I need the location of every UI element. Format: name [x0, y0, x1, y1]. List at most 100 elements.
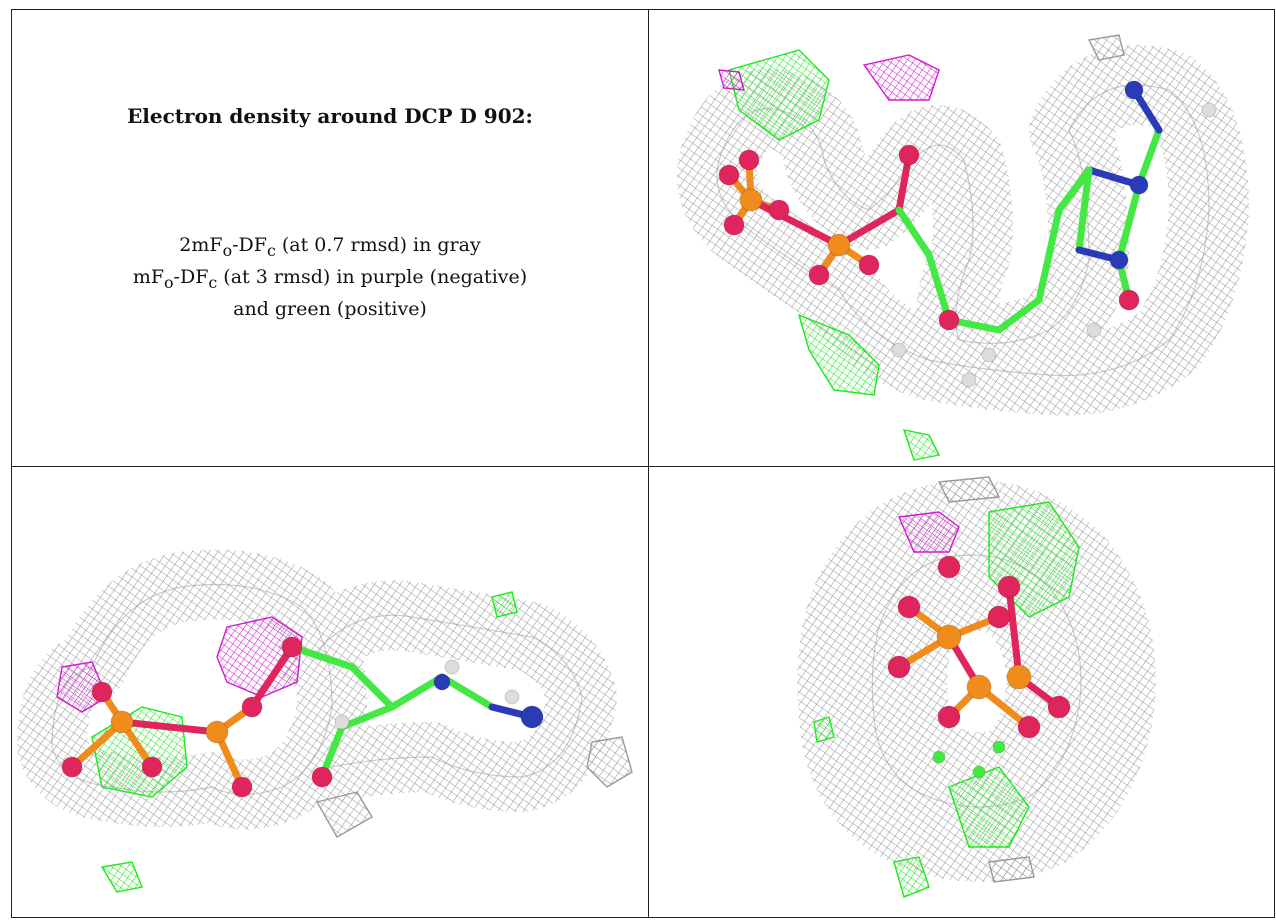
- oxygen-atom: [1017, 715, 1041, 739]
- density-2fofc-5: [315, 791, 373, 838]
- nitrogen-atom: [1109, 250, 1129, 270]
- legend-line-colors: and green (positive): [233, 297, 427, 320]
- phosphorus-atom: [110, 710, 134, 734]
- density-positive-9: [893, 856, 930, 898]
- row-divider: [11, 466, 1275, 467]
- density-negative-4: [56, 661, 108, 713]
- oxygen-atom: [718, 164, 740, 186]
- bond: [288, 643, 356, 671]
- bond: [925, 251, 953, 324]
- bond: [1055, 166, 1093, 214]
- phosphorus-atom: [827, 233, 851, 257]
- legend-line-fofc: mFo-DFc (at 3 rmsd) in purple (negative): [132, 265, 528, 292]
- hydrogen-atom: [334, 714, 350, 730]
- density-2fofc-8: [988, 856, 1035, 883]
- bond: [1035, 206, 1063, 304]
- figure-table-border: [11, 9, 1275, 918]
- density-positive-5: [491, 591, 518, 618]
- density-negative-1: [862, 54, 940, 101]
- hydrogen-atom: [1201, 102, 1217, 118]
- legend-line-2fofc: 2mFo-DFc (at 0.7 rmsd) in gray: [179, 234, 481, 260]
- bond: [747, 196, 843, 249]
- density-positive-6: [100, 861, 143, 893]
- nitrogen-atom: [433, 673, 451, 691]
- bond: [1115, 181, 1143, 264]
- carbon-atom: [992, 740, 1006, 754]
- hydrogen-atom: [504, 689, 520, 705]
- density-negative-3: [216, 616, 303, 698]
- bond: [348, 663, 396, 711]
- oxygen-atom: [937, 705, 961, 729]
- oxygen-atom: [91, 681, 113, 703]
- carbon-atom: [932, 750, 946, 764]
- hydrogen-atom: [1086, 322, 1102, 338]
- oxygen-atom: [141, 756, 163, 778]
- oxygen-atom: [231, 776, 253, 798]
- oxygen-atom: [241, 696, 263, 718]
- oxygen-atom: [987, 605, 1011, 629]
- oxygen-atom: [937, 555, 961, 579]
- phosphorus-atom: [936, 624, 962, 650]
- density-view-2: [12, 467, 648, 917]
- hydrogen-atom: [891, 342, 907, 358]
- oxygen-atom: [808, 264, 830, 286]
- density-2fofc-7: [937, 476, 1001, 503]
- bond: [835, 206, 903, 249]
- bond: [1135, 126, 1163, 189]
- bond: [248, 643, 296, 711]
- oxygen-atom: [311, 766, 333, 788]
- nitrogen-atom: [1124, 80, 1144, 100]
- oxygen-atom: [1118, 289, 1140, 311]
- density-positive-3: [902, 429, 941, 461]
- bond: [1005, 583, 1023, 681]
- oxygen-atom: [1047, 695, 1071, 719]
- density-view-3: [649, 467, 1274, 917]
- figure-title: Electron density around DCP D 902:: [127, 104, 533, 128]
- oxygen-atom: [997, 575, 1021, 599]
- oxygen-atom: [858, 254, 880, 276]
- density-negative-5: [897, 511, 960, 553]
- phosphorus-atom: [966, 674, 992, 700]
- density-positive-10: [813, 716, 835, 743]
- bond: [438, 673, 496, 711]
- oxygen-atom: [723, 214, 745, 236]
- density-2fofc-4: [586, 736, 633, 788]
- bond: [338, 703, 396, 731]
- density-2fofc-2: [1087, 34, 1125, 61]
- oxygen-atom: [897, 595, 921, 619]
- phosphorus-atom: [739, 188, 763, 212]
- nitrogen-atom: [1129, 175, 1149, 195]
- density-2fofc-6-edge: [871, 554, 1082, 808]
- density-negative-2: [718, 69, 745, 91]
- oxygen-atom: [898, 144, 920, 166]
- hydrogen-atom: [961, 372, 977, 388]
- bond: [895, 206, 933, 259]
- bond: [388, 673, 446, 711]
- bond: [1075, 166, 1093, 254]
- bond: [68, 718, 126, 771]
- oxygen-atom: [738, 149, 760, 171]
- hydrogen-atom: [981, 347, 997, 363]
- density-positive-1: [728, 49, 830, 141]
- map-legend: 2mFo-DFc (at 0.7 rmsd) in gray mFo-DFc (…: [12, 232, 648, 323]
- nitrogen-atom: [520, 705, 544, 729]
- oxygen-atom: [281, 636, 303, 658]
- density-positive-8: [948, 766, 1030, 848]
- caption-cell: Electron density around DCP D 902: 2mFo-…: [12, 10, 648, 466]
- density-render-1: [677, 34, 1249, 461]
- oxygen-atom: [61, 756, 83, 778]
- phosphorus-atom: [1006, 664, 1032, 690]
- oxygen-atom: [887, 655, 911, 679]
- bond: [995, 296, 1043, 334]
- density-render-3: [797, 476, 1156, 898]
- carbon-atom: [972, 765, 986, 779]
- phosphorus-atom: [205, 720, 229, 744]
- column-divider: [648, 9, 649, 918]
- hydrogen-atom: [444, 659, 460, 675]
- oxygen-atom: [938, 309, 960, 331]
- density-2fofc-1-edge: [716, 84, 1210, 377]
- oxygen-atom: [768, 199, 790, 221]
- density-render-2: [17, 549, 633, 893]
- bond: [118, 718, 221, 736]
- density-view-1: [649, 10, 1274, 466]
